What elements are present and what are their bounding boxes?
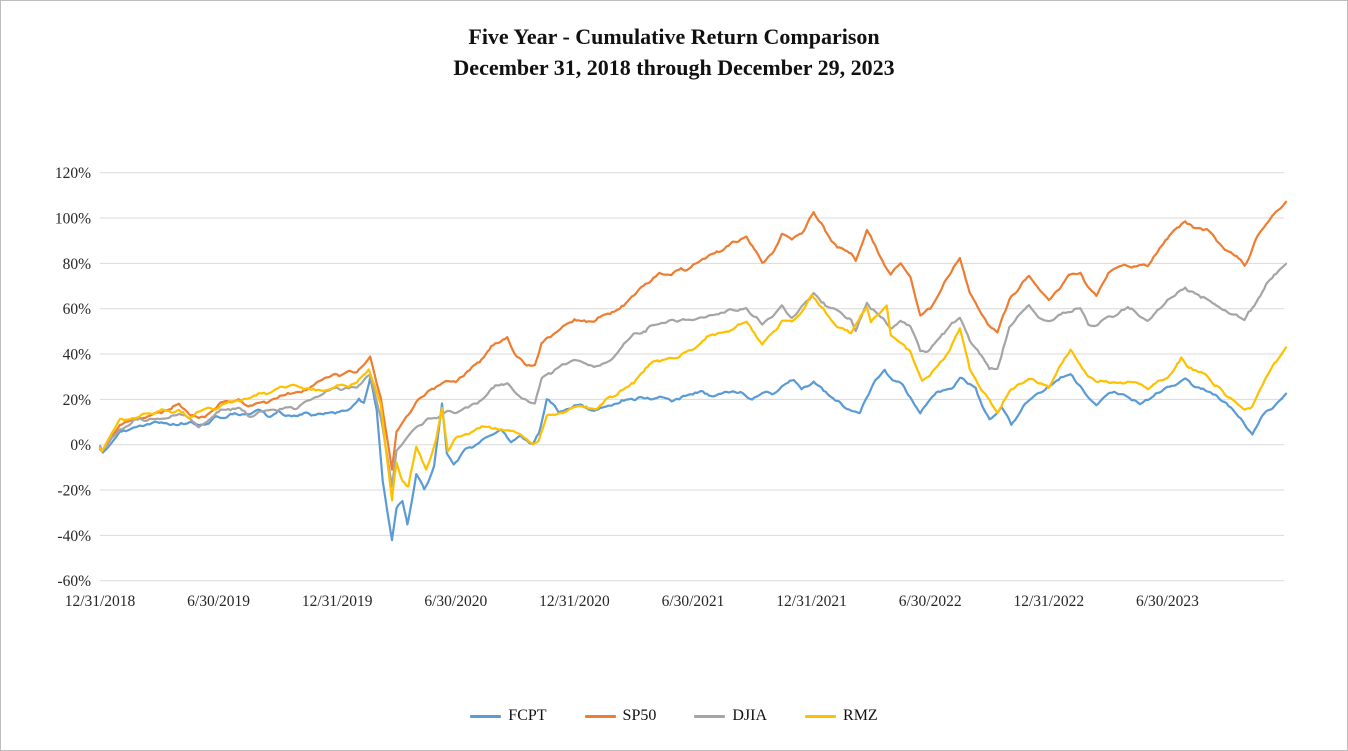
x-axis-tick-label: 12/31/2019 xyxy=(302,593,373,610)
y-axis-tick-label: -60% xyxy=(57,573,91,590)
y-axis-tick-label: 100% xyxy=(55,211,91,228)
legend-swatch-fcpt xyxy=(470,714,502,718)
y-axis-tick-label: 80% xyxy=(63,256,92,273)
x-axis-tick-label: 6/30/2019 xyxy=(187,593,250,610)
legend-item-djia: DJIA xyxy=(694,707,767,725)
series-line-sp50 xyxy=(98,200,1288,471)
legend-swatch-djia xyxy=(694,714,726,718)
legend-swatch-rmz xyxy=(805,714,837,718)
y-axis-tick-label: 20% xyxy=(63,392,92,409)
legend-label-fcpt: FCPT xyxy=(508,707,547,724)
x-axis-tick-label: 6/30/2021 xyxy=(662,593,725,610)
x-axis-tick-label: 6/30/2023 xyxy=(1136,593,1199,610)
series-line-rmz xyxy=(98,293,1288,502)
y-axis-tick-label: 120% xyxy=(55,165,91,182)
x-axis-tick-label: 6/30/2022 xyxy=(899,593,962,610)
y-axis-tick-label: 40% xyxy=(63,347,92,364)
legend-item-rmz: RMZ xyxy=(805,707,878,725)
legend-label-djia: DJIA xyxy=(732,707,768,724)
x-axis-tick-label: 12/31/2022 xyxy=(1013,593,1084,610)
y-axis-tick-label: -20% xyxy=(57,483,91,500)
chart-legend: FCPT SP50 DJIA RMZ xyxy=(1,707,1347,725)
legend-item-sp50: SP50 xyxy=(584,707,657,725)
x-axis-tick-label: 12/31/2018 xyxy=(65,593,136,610)
y-axis-tick-label: 0% xyxy=(70,437,91,454)
chart-title: Five Year - Cumulative Return Comparison xyxy=(468,24,880,49)
x-axis-tick-label: 12/31/2021 xyxy=(776,593,847,610)
chart-title-block: Five Year - Cumulative Return Comparison… xyxy=(1,21,1347,83)
series-line-djia xyxy=(98,262,1288,488)
x-axis-tick-label: 12/31/2020 xyxy=(539,593,610,610)
legend-label-sp50: SP50 xyxy=(622,707,657,724)
chart-subtitle: December 31, 2018 through December 29, 2… xyxy=(453,55,895,80)
y-axis-tick-label: 60% xyxy=(63,301,92,318)
x-axis-tick-label: 6/30/2020 xyxy=(424,593,487,610)
y-axis-tick-label: -40% xyxy=(57,528,91,545)
legend-label-rmz: RMZ xyxy=(843,707,878,724)
legend-item-fcpt: FCPT xyxy=(470,707,547,725)
legend-swatch-sp50 xyxy=(584,714,616,718)
series-line-fcpt xyxy=(98,368,1288,542)
